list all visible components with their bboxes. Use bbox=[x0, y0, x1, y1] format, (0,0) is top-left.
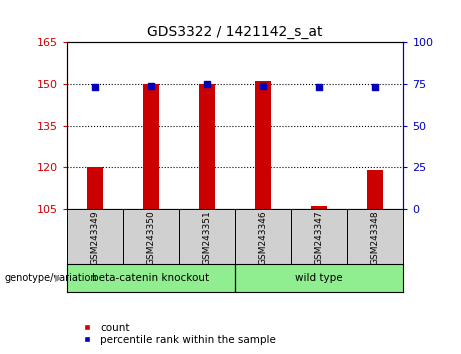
Bar bbox=[367, 170, 383, 209]
Text: GSM243348: GSM243348 bbox=[371, 211, 380, 265]
Point bbox=[91, 85, 99, 90]
Text: GSM243350: GSM243350 bbox=[147, 211, 155, 265]
Text: beta-catenin knockout: beta-catenin knockout bbox=[92, 273, 210, 283]
Point bbox=[203, 81, 211, 87]
Text: genotype/variation: genotype/variation bbox=[5, 273, 97, 283]
Bar bbox=[311, 206, 327, 209]
Text: GSM243349: GSM243349 bbox=[90, 211, 100, 265]
Bar bbox=[143, 84, 159, 209]
Title: GDS3322 / 1421142_s_at: GDS3322 / 1421142_s_at bbox=[148, 25, 323, 39]
Text: GSM243347: GSM243347 bbox=[315, 211, 324, 265]
Text: wild type: wild type bbox=[296, 273, 343, 283]
Bar bbox=[199, 84, 215, 209]
Point bbox=[372, 85, 379, 90]
Text: GSM243351: GSM243351 bbox=[202, 211, 212, 265]
Bar bbox=[255, 81, 271, 209]
Text: ▶: ▶ bbox=[55, 273, 62, 283]
Bar bbox=[87, 167, 103, 209]
Point bbox=[260, 83, 267, 88]
Legend: count, percentile rank within the sample: count, percentile rank within the sample bbox=[72, 318, 280, 349]
Text: GSM243346: GSM243346 bbox=[259, 211, 268, 265]
Point bbox=[315, 85, 323, 90]
Point bbox=[147, 83, 154, 88]
